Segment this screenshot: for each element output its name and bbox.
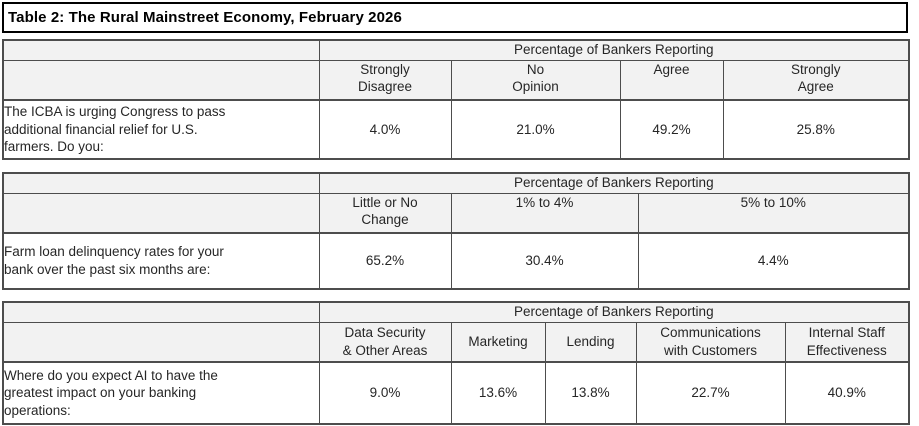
value-row: Farm loan delinquency rates for your ban… bbox=[2, 232, 910, 290]
column-header-5-to-10: 5% to 10% bbox=[637, 192, 910, 234]
survey-table-ai-impact: Percentage of Bankers Reporting Data Sec… bbox=[2, 301, 911, 425]
value-cell-agree: 49.2% bbox=[619, 99, 724, 160]
survey-table-icba: Percentage of Bankers Reporting Strongly… bbox=[2, 39, 910, 160]
column-header-row: Data Security & Other Areas Marketing Le… bbox=[2, 321, 910, 363]
value-cell-internal-staff: 40.9% bbox=[784, 361, 910, 425]
column-header-marketing: Marketing bbox=[450, 321, 546, 363]
empty-corner-cell bbox=[2, 192, 320, 234]
value-cell-marketing: 13.6% bbox=[450, 361, 546, 425]
empty-corner-cell bbox=[2, 321, 320, 363]
value-cell-little-change: 65.2% bbox=[318, 232, 452, 290]
value-cell-lending: 13.8% bbox=[544, 361, 637, 425]
value-cell-no-opinion: 21.0% bbox=[450, 99, 621, 160]
value-row: The ICBA is urging Congress to pass addi… bbox=[2, 99, 910, 160]
banner-cell: Percentage of Bankers Reporting bbox=[318, 172, 910, 194]
column-header-strongly-agree: Strongly Agree bbox=[722, 59, 910, 101]
column-header-communications: Communications with Customers bbox=[635, 321, 786, 363]
column-header-agree: Agree bbox=[619, 59, 724, 101]
column-header-1-to-4: 1% to 4% bbox=[450, 192, 639, 234]
question-cell-ai-impact: Where do you expect AI to have the great… bbox=[2, 361, 320, 425]
value-cell-data-security: 9.0% bbox=[318, 361, 452, 425]
value-cell-strongly-agree: 25.8% bbox=[722, 99, 910, 160]
column-header-little-change: Little or No Change bbox=[318, 192, 452, 234]
banner-cell: Percentage of Bankers Reporting bbox=[318, 39, 910, 61]
empty-corner-cell bbox=[2, 59, 320, 101]
value-cell-5-to-10: 4.4% bbox=[637, 232, 910, 290]
value-row: Where do you expect AI to have the great… bbox=[2, 361, 910, 425]
empty-corner-cell bbox=[2, 172, 320, 194]
column-header-internal-staff: Internal Staff Effectiveness bbox=[784, 321, 910, 363]
page-title: Table 2: The Rural Mainstreet Economy, F… bbox=[8, 9, 402, 26]
column-header-data-security: Data Security & Other Areas bbox=[318, 321, 452, 363]
survey-table-delinquency: Percentage of Bankers Reporting Little o… bbox=[2, 172, 911, 290]
value-cell-1-to-4: 30.4% bbox=[450, 232, 639, 290]
question-cell-delinquency: Farm loan delinquency rates for your ban… bbox=[2, 232, 320, 290]
column-header-lending: Lending bbox=[544, 321, 637, 363]
value-cell-communications: 22.7% bbox=[635, 361, 786, 425]
value-cell-strongly-disagree: 4.0% bbox=[318, 99, 452, 160]
column-header-row: Strongly Disagree No Opinion Agree Stron… bbox=[2, 59, 910, 101]
column-header-row: Little or No Change 1% to 4% 5% to 10% bbox=[2, 192, 910, 234]
column-header-no-opinion: No Opinion bbox=[450, 59, 621, 101]
banner-row: Percentage of Bankers Reporting bbox=[2, 39, 910, 61]
column-header-strongly-disagree: Strongly Disagree bbox=[318, 59, 452, 101]
table-title-box: Table 2: The Rural Mainstreet Economy, F… bbox=[2, 2, 908, 33]
empty-corner-cell bbox=[2, 301, 320, 323]
banner-row: Percentage of Bankers Reporting bbox=[2, 301, 910, 323]
empty-corner-cell bbox=[2, 39, 320, 61]
banner-cell: Percentage of Bankers Reporting bbox=[318, 301, 910, 323]
question-cell-icba: The ICBA is urging Congress to pass addi… bbox=[2, 99, 320, 160]
banner-row: Percentage of Bankers Reporting bbox=[2, 172, 910, 194]
